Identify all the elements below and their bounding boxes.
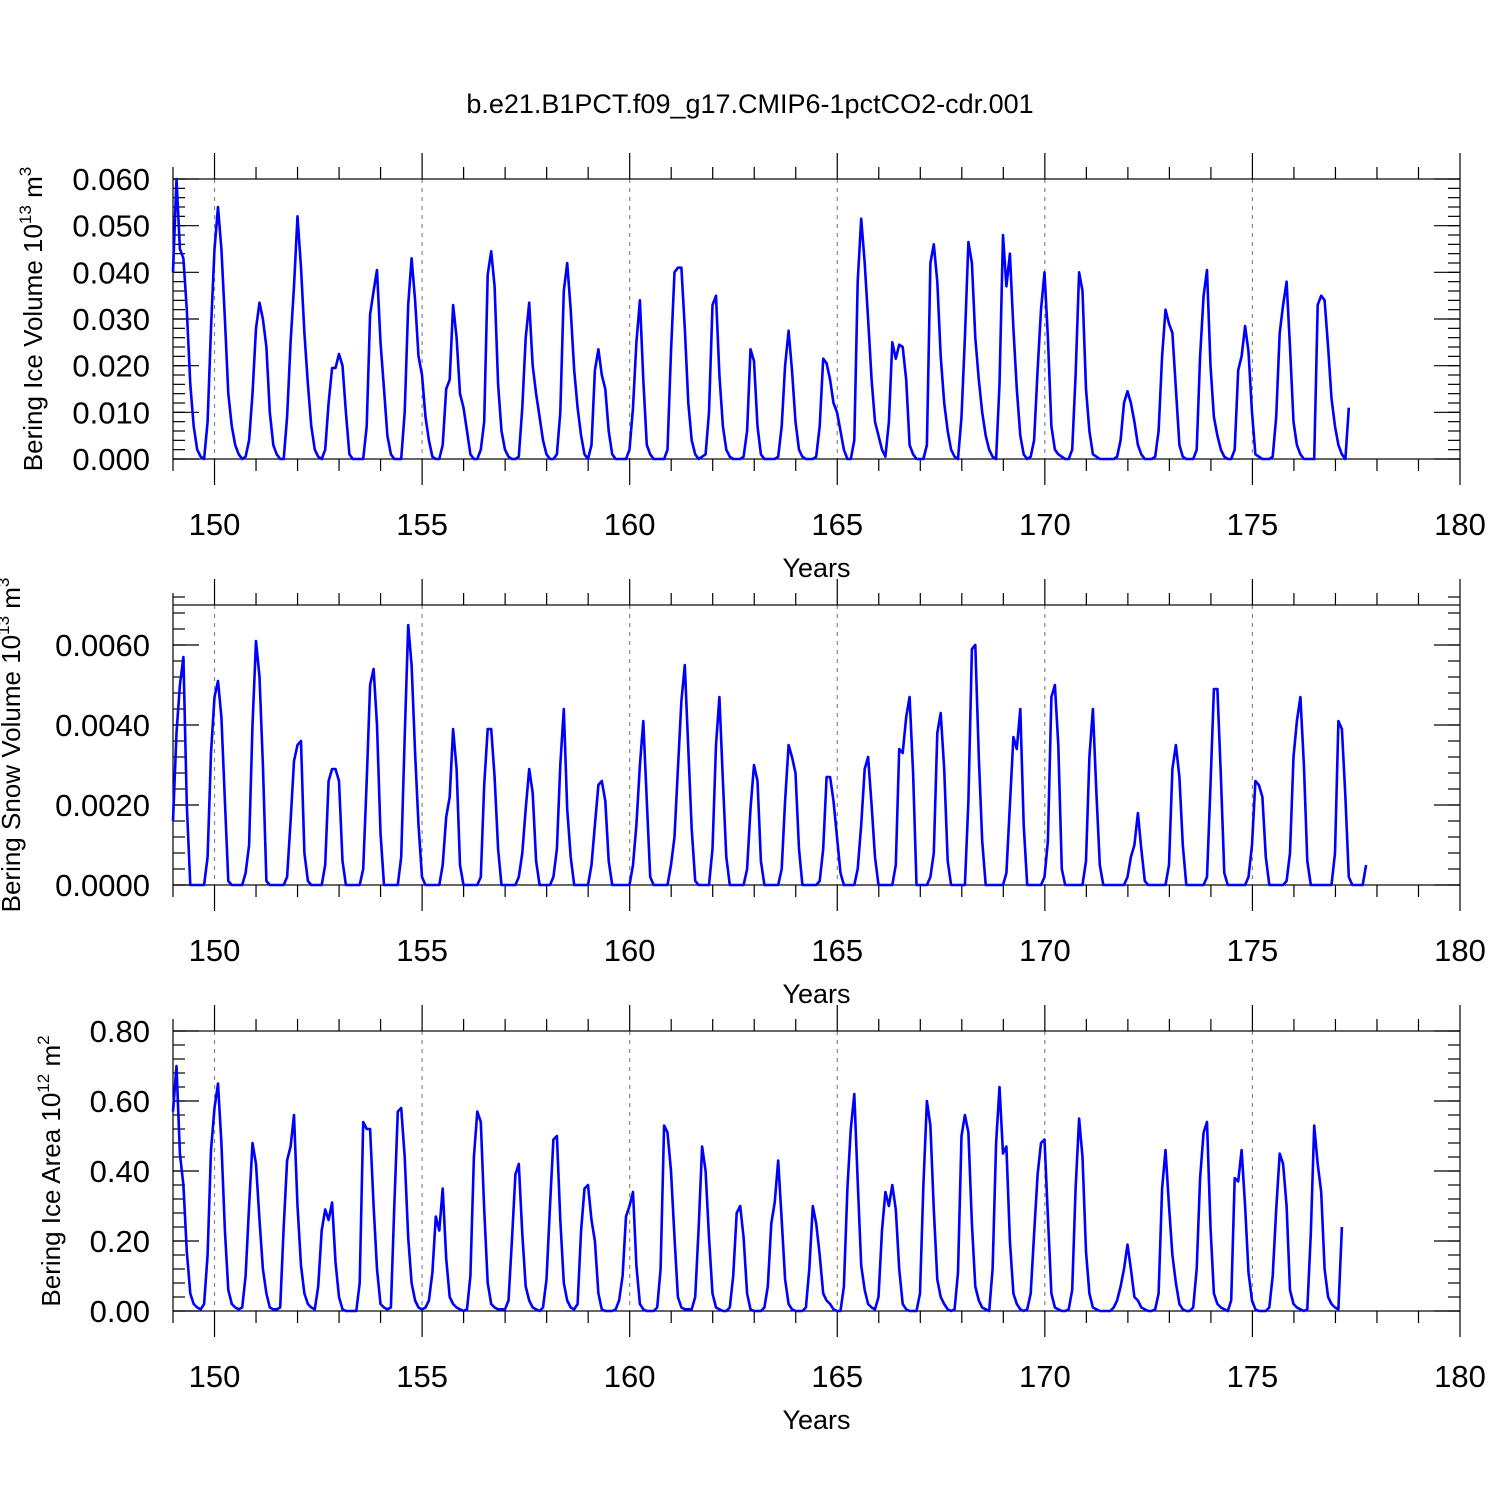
y-tick-label: 0.010: [72, 395, 150, 430]
y-tick-label: 0.0040: [55, 708, 150, 743]
y-axis-label-unit: m: [18, 176, 48, 205]
y-axis-label: Bering Ice Area 1012 m2: [34, 1035, 66, 1306]
x-tick-label: 180: [1434, 1359, 1486, 1394]
x-tick-label: 180: [1434, 933, 1486, 968]
y-tick-label: 0.0000: [55, 868, 150, 903]
y-tick-label: 0.0020: [55, 788, 150, 823]
y-axis-label-unit-exponent: 3: [0, 578, 13, 587]
y-tick-label: 0.040: [72, 255, 150, 290]
y-tick-label: 0.20: [90, 1224, 150, 1259]
y-axis-label-unit-exponent: 2: [34, 1035, 53, 1044]
y-tick-label: 0.60: [90, 1084, 150, 1119]
y-tick-label: 0.060: [72, 162, 150, 197]
x-tick-label: 165: [811, 507, 863, 542]
y-tick-label: 0.80: [90, 1014, 150, 1049]
y-axis-label-unit: m: [36, 1045, 66, 1074]
x-tick-label: 170: [1019, 1359, 1071, 1394]
x-tick-label: 155: [396, 507, 448, 542]
y-tick-label: 0.40: [90, 1154, 150, 1189]
x-tick-label: 160: [604, 933, 656, 968]
series-line: [171, 177, 1351, 461]
panel-ice-volume: 0.000 0.010 0.020 0.030 0.040 0.050 0.060 150 15…: [16, 153, 1486, 583]
y-tick-label: 0.00: [90, 1294, 150, 1329]
x-axis-label: Years: [782, 1405, 850, 1435]
y-tick-label: 0.050: [72, 209, 150, 244]
x-tick-label: 150: [189, 1359, 241, 1394]
x-tick-label: 170: [1019, 933, 1071, 968]
figure-title: b.e21.B1PCT.f09_g17.CMIP6-1pctCO2-cdr.00…: [466, 89, 1033, 119]
y-axis-label-text: Bering Ice Area 10: [36, 1093, 66, 1307]
x-axis-label: Years: [782, 553, 850, 583]
x-tick-label: 180: [1434, 507, 1486, 542]
series-line: [171, 1064, 1344, 1313]
y-axis-label-unit-exponent: 3: [16, 167, 35, 176]
x-tick-label: 150: [189, 933, 241, 968]
y-axis-label-text: Bering Snow Volume 10: [0, 635, 26, 913]
y-tick-label: 0.030: [72, 302, 150, 337]
panel-snow-volume: 0.0000 0.0020 0.0040 0.0060 150 155 160 165 170 1…: [0, 578, 1486, 1009]
x-axis-label: Years: [782, 979, 850, 1009]
x-tick-label: 155: [396, 1359, 448, 1394]
x-tick-label: 155: [396, 933, 448, 968]
y-axis-label-text: Bering Ice Volume 10: [18, 224, 48, 471]
x-tick-label: 165: [811, 1359, 863, 1394]
y-axis-label-exponent: 13: [16, 205, 35, 224]
x-tick-label: 175: [1227, 507, 1279, 542]
panel-ice-area: 0.00 0.20 0.40 0.60 0.80 150 155 160 165 170 175 18…: [34, 1005, 1486, 1435]
y-axis-label-unit: m: [0, 587, 26, 616]
y-axis-label-exponent: 13: [0, 616, 13, 635]
x-tick-label: 170: [1019, 507, 1071, 542]
x-tick-label: 175: [1227, 1359, 1279, 1394]
x-tick-label: 165: [811, 933, 863, 968]
y-axis-label: Bering Ice Volume 1013 m3: [16, 167, 48, 471]
y-tick-label: 0.020: [72, 349, 150, 384]
y-tick-label: 0.000: [72, 442, 150, 477]
x-tick-label: 160: [604, 1359, 656, 1394]
x-tick-label: 150: [189, 507, 241, 542]
series-line: [171, 623, 1368, 887]
x-tick-label: 160: [604, 507, 656, 542]
y-tick-label: 0.0060: [55, 628, 150, 663]
y-axis-label: Bering Snow Volume 1013 m3: [0, 578, 26, 913]
y-axis-label-exponent: 12: [34, 1074, 53, 1093]
x-tick-label: 175: [1227, 933, 1279, 968]
